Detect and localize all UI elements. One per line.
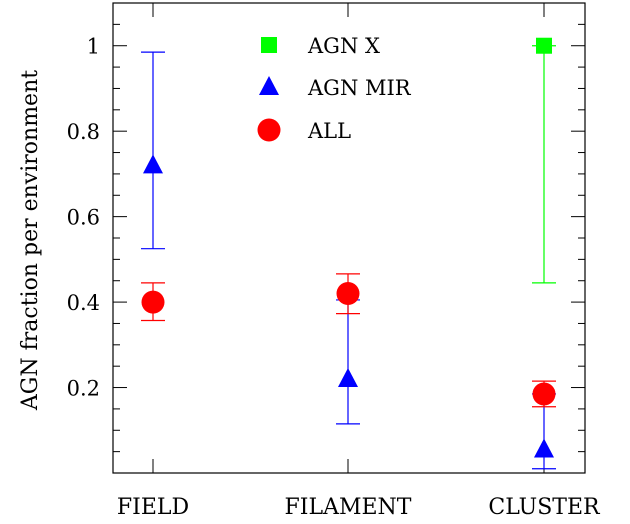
legend-agn-mir-marker [259,76,279,95]
legend-agn-x-label: AGN X [307,34,380,58]
y-tick-label: 0.6 [67,206,100,230]
y-axis-label: AGN fraction per environment [18,70,43,411]
y-tick-label: 0.4 [67,291,100,315]
x-category-labels: FIELD FILAMENT CLUSTER [117,495,601,520]
y-tick-labels: 0.2 0.4 0.6 0.8 1 [67,35,100,401]
agn-x-point [536,37,552,54]
x-category-label: FILAMENT [285,495,412,520]
legend-all-label: ALL [307,119,351,143]
x-category-label: CLUSTER [488,495,601,520]
x-category-label: FIELD [117,495,189,520]
axis-ticks [113,2,585,474]
agn-mir-point [534,438,554,458]
y-tick-label: 0.8 [67,120,100,144]
data-markers [141,37,556,458]
error-bars [141,45,556,470]
legend-agn-x-marker [261,37,277,53]
plot-frame [112,2,586,474]
legend-all-marker [257,118,281,142]
y-tick-label: 1 [87,35,100,59]
agn-mir-point [143,154,163,174]
all-point [532,382,556,406]
y-tick-label: 0.2 [67,377,100,401]
all-point [336,282,360,306]
legend-agn-mir-label: AGN MIR [307,76,412,100]
agn-mir-point [338,368,358,387]
legend: AGN X AGN MIR ALL [257,34,412,143]
all-point [141,290,165,314]
